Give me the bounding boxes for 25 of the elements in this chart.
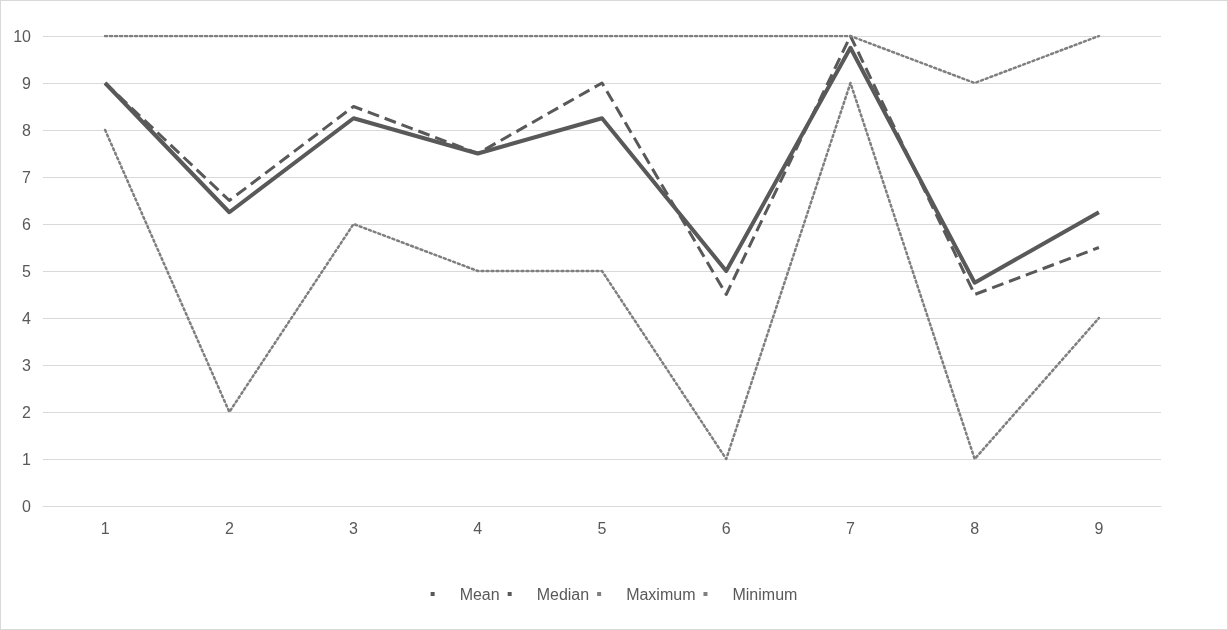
y-tick-label: 7: [22, 168, 32, 186]
x-tick-label: 9: [1094, 519, 1104, 537]
x-tick-label: 8: [970, 519, 980, 537]
legend-label: Minimum: [732, 585, 798, 603]
y-tick-label: 10: [13, 27, 32, 45]
y-tick-label: 6: [22, 215, 32, 233]
y-tick-label: 4: [22, 309, 32, 327]
y-tick-label: 3: [22, 356, 32, 374]
x-tick-label: 4: [473, 519, 483, 537]
line-series: [103, 81, 1101, 461]
x-tick-label: 6: [721, 519, 731, 537]
legend-label: Median: [536, 585, 590, 603]
y-tick-label: 1: [22, 450, 32, 468]
y-tick-label: 9: [22, 74, 32, 92]
y-tick-label: 2: [22, 403, 32, 421]
x-tick-label: 3: [349, 519, 359, 537]
y-tick-label: 5: [22, 262, 32, 280]
x-tick-label: 7: [845, 519, 855, 537]
x-tick-label: 2: [224, 519, 234, 537]
legend-label: Mean: [459, 585, 500, 603]
y-tick-label: 8: [22, 121, 32, 139]
x-tick-label: 5: [597, 519, 607, 537]
x-tick-label: 1: [100, 519, 110, 537]
legend-label: Maximum: [626, 585, 696, 603]
y-tick-label: 0: [22, 497, 32, 515]
